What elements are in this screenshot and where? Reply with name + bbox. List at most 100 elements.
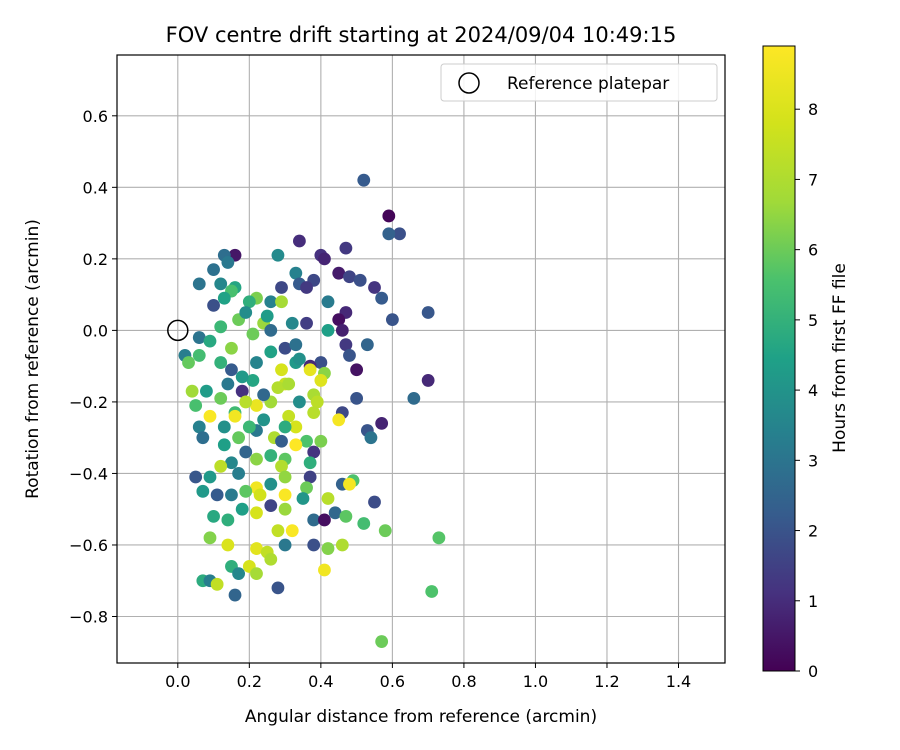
scatter-point [335,323,349,337]
scatter-point [275,281,288,294]
scatter-point [192,331,206,344]
scatter-point [303,456,317,470]
scatter-point [275,295,288,309]
scatter-point [421,306,435,319]
scatter-point [278,538,292,552]
scatter-point [332,413,346,427]
y-tick-label: −0.8 [69,608,108,627]
y-tick-label: −0.6 [69,536,108,555]
scatter-point [207,509,220,523]
scatter-point [385,313,399,327]
scatter-point [314,374,328,387]
scatter-point [360,338,374,352]
scatter-point [217,420,231,434]
scatter-point [310,395,324,409]
scatter-point [357,517,371,530]
scatter-point [189,470,203,484]
scatter-point [289,420,303,434]
scatter-point [192,349,206,362]
scatter-point [207,298,220,312]
scatter-point [250,542,263,555]
scatter-point [225,341,238,355]
scatter-point [328,506,342,520]
scatter-point [196,484,210,498]
scatter-point [239,445,253,459]
y-tick-label: 0.0 [83,321,108,340]
x-tick-label: 1.0 [523,672,548,691]
scatter-point [214,320,228,334]
scatter-point [221,513,235,527]
scatter-point [271,581,285,595]
scatter-point [235,370,249,384]
x-tick-label: 1.4 [666,672,691,691]
scatter-point [260,309,274,323]
scatter-point [318,563,331,577]
scatter-point [335,538,349,552]
scatter-point [264,552,278,566]
scatter-point [225,456,238,470]
scatter-point [375,291,389,305]
scatter-point [407,391,421,405]
scatter-point [275,459,288,473]
scatter-point [339,241,353,255]
x-tick-label: 0.2 [237,672,262,691]
scatter-point [250,399,263,412]
colorbar-tick-label: 6 [808,241,818,260]
scatter-point [375,635,389,648]
scatter-point [217,438,231,452]
scatter-point [257,388,271,402]
scatter-point [242,420,256,434]
colorbar-ticks: 0 1 2 3 4 5 6 7 8 [795,100,818,681]
scatter-point [264,477,278,491]
scatter-point [343,349,356,362]
scatter-point [250,452,263,466]
scatter-point [432,531,446,545]
scatter-point [214,459,228,473]
scatter-point [217,291,231,305]
scatter-point [275,363,288,377]
y-axis-label: Rotation from reference (arcmin) [23,219,43,499]
x-tick-label: 0.0 [165,672,190,691]
legend-box [440,63,718,102]
scatter-point [368,281,381,294]
scatter-point [343,477,356,491]
scatter-point [235,384,249,398]
scatter-point [189,399,203,412]
legend-reference-label: Reference platepar [507,74,669,94]
scatter-point [250,356,263,369]
scatter-point [307,538,321,552]
scatter-point [214,356,228,369]
scatter-point [382,227,396,241]
scatter-point [239,395,253,409]
scatter-point [275,434,288,448]
colorbar-label: Hours from first FF file [830,263,850,453]
scatter-point [350,391,364,405]
scatter-point [425,585,439,598]
scatter-point [203,334,217,348]
scatter-point [246,327,260,341]
scatter-point [207,263,220,276]
scatter-point [242,295,256,309]
scatter-point [357,173,371,187]
colorbar-tick-label: 1 [808,592,818,611]
scatter-point [221,256,235,269]
scatter-point [314,434,328,448]
scatter-point [203,470,217,484]
scatter-point [278,488,292,502]
y-tick-label: 0.4 [83,178,108,197]
scatter-point [228,588,242,602]
scatter-point [264,323,278,337]
colorbar-tick-label: 4 [808,381,818,400]
colorbar-tick-label: 8 [808,100,818,119]
scatter-point [303,363,317,377]
chart-title: FOV centre drift starting at 2024/09/04 … [166,23,677,47]
scatter-point [378,524,392,538]
scatter-point [232,431,246,445]
scatter-point [185,384,199,398]
x-tick-label: 0.4 [308,672,333,691]
scatter-point [300,281,313,294]
scatter-point [353,273,367,287]
scatter-point [368,495,381,509]
scatter-point [307,445,321,459]
scatter-point [321,542,335,555]
